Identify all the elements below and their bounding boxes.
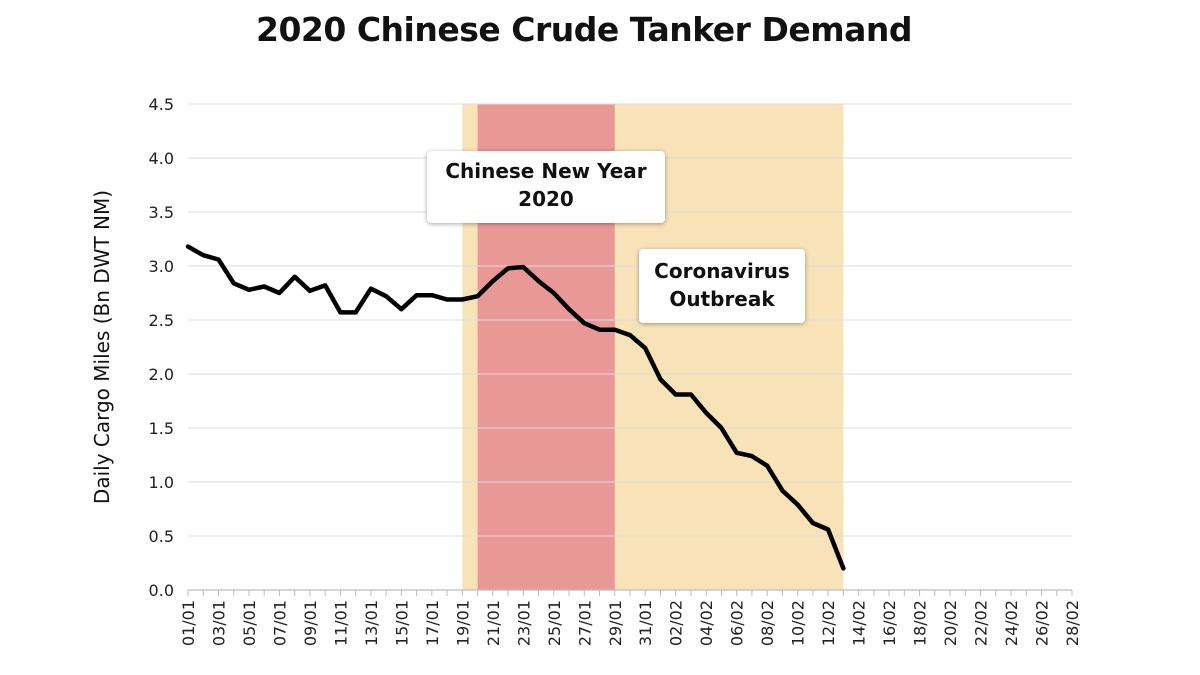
x-tick-label: 06/02 (728, 600, 747, 646)
data-point (217, 258, 220, 261)
y-tick-label: 3.0 (149, 257, 174, 276)
x-tick-label: 27/01 (575, 600, 594, 646)
y-tick-label: 2.0 (149, 365, 174, 384)
x-tick-label: 15/01 (392, 600, 411, 646)
annotation-line: 2020 (518, 187, 574, 211)
data-point (567, 308, 571, 311)
data-point (826, 528, 830, 531)
data-point (369, 287, 373, 290)
data-point (659, 378, 662, 381)
x-tick-label: 09/01 (301, 600, 320, 646)
data-point (720, 426, 723, 430)
x-tick-label: 29/01 (606, 600, 625, 646)
data-point (415, 293, 418, 297)
data-point (247, 288, 251, 291)
y-tick-label: 1.5 (149, 419, 174, 438)
data-point (735, 451, 738, 455)
data-point (308, 289, 312, 293)
x-tick-label: 07/01 (270, 600, 289, 646)
data-point (186, 245, 190, 248)
data-point (796, 503, 799, 506)
data-point (689, 393, 693, 396)
series-lines (185, 244, 846, 571)
y-tick-label: 0.0 (149, 581, 174, 600)
x-tick-label: 16/02 (880, 600, 899, 646)
x-axis: 01/01 03/01 05/01 07/01 09/01 11/01 13/01 15/01… (179, 589, 1082, 646)
x-tick-label: 28/02 (1063, 600, 1082, 646)
data-point (354, 311, 357, 314)
data-point (583, 322, 586, 325)
data-point (384, 295, 388, 298)
y-tick-label: 1.0 (149, 473, 174, 492)
x-tick-label: 08/02 (758, 600, 777, 646)
x-tick-label: 13/01 (362, 600, 381, 646)
data-point (430, 293, 434, 297)
data-point (750, 454, 754, 458)
data-point (476, 295, 479, 298)
data-point (552, 291, 555, 295)
data-point (781, 489, 784, 492)
data-point (705, 411, 708, 415)
data-point (506, 266, 510, 270)
x-tick-label: 25/01 (545, 600, 564, 646)
data-point (522, 265, 525, 269)
y-axis-label: Daily Cargo Miles (Bn DWT NM) (90, 190, 114, 504)
annotation-line: Coronavirus (654, 259, 790, 283)
x-tick-label: 19/01 (453, 600, 472, 646)
data-point (491, 279, 495, 283)
chart-title: 2020 Chinese Crude Tanker Demand (256, 10, 913, 49)
x-tick-label: 10/02 (789, 600, 808, 646)
data-point (400, 308, 403, 311)
annotation-line: Chinese New Year (445, 159, 647, 183)
x-tick-label: 17/01 (423, 600, 442, 646)
data-point (202, 254, 205, 257)
x-tick-label: 20/02 (941, 600, 960, 646)
data-point (263, 285, 266, 288)
x-tick-label: 04/02 (697, 600, 716, 646)
data-point (842, 567, 845, 570)
x-tick-label: 12/02 (819, 600, 838, 646)
data-point (323, 284, 327, 287)
data-point (811, 521, 815, 525)
annotation-line: Outbreak (669, 287, 775, 311)
data-point (644, 346, 647, 350)
data-point (461, 298, 464, 301)
x-tick-label: 11/01 (331, 600, 350, 646)
data-point (537, 279, 540, 283)
data-point (598, 328, 601, 331)
x-tick-label: 18/02 (911, 600, 930, 646)
data-point (445, 298, 449, 301)
annotation-coronavirus-outbreak: Coronavirus Outbreak (639, 249, 805, 323)
data-point (674, 393, 677, 396)
x-tick-label: 05/01 (240, 600, 259, 646)
x-tick-label: 31/01 (636, 600, 655, 646)
y-tick-label: 3.5 (149, 203, 174, 222)
annotation-chinese-new-year: Chinese New Year 2020 (427, 151, 665, 223)
x-tick-label: 21/01 (484, 600, 503, 646)
data-point (613, 328, 616, 331)
data-point (232, 282, 235, 285)
x-tick-label: 23/01 (514, 600, 533, 646)
x-tick-label: 02/02 (667, 600, 686, 646)
data-point (293, 275, 296, 278)
x-tick-label: 14/02 (850, 600, 869, 646)
data-point (339, 311, 342, 314)
x-tick-label: 01/01 (179, 600, 198, 646)
x-tick-label: 24/02 (1002, 600, 1021, 646)
y-axis: 0.0 0.5 1.0 1.5 2.0 2.5 3.0 3.5 4.0 4.5 (149, 95, 174, 600)
y-tick-label: 4.5 (149, 95, 174, 114)
x-tick-label: 26/02 (1033, 600, 1052, 646)
data-point (765, 464, 769, 467)
series-line-0 (185, 244, 846, 571)
data-point (278, 291, 281, 295)
y-tick-label: 2.5 (149, 311, 174, 330)
data-point (628, 333, 632, 337)
y-tick-label: 0.5 (149, 527, 174, 546)
x-tick-label: 03/01 (209, 600, 228, 646)
y-tick-label: 4.0 (149, 149, 174, 168)
x-tick-label: 22/02 (972, 600, 991, 646)
